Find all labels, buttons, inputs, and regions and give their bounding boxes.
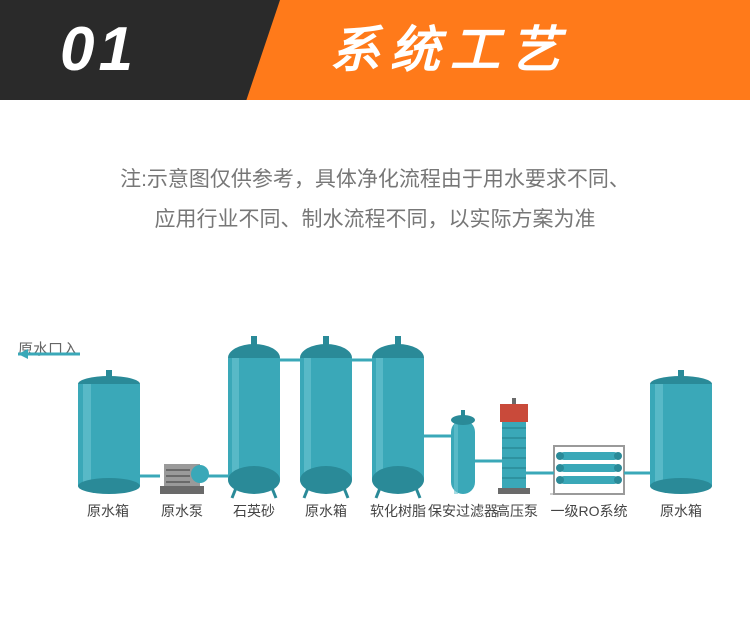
label-ro: 一级RO系统 bbox=[551, 501, 628, 521]
header-banner: 01 系统工艺 bbox=[0, 0, 750, 100]
banner-number: 01 bbox=[60, 0, 137, 100]
label-guard: 保安过滤器 bbox=[428, 501, 498, 521]
label-mid-tank: 原水箱 bbox=[305, 501, 347, 521]
banner-dark-slash bbox=[0, 0, 280, 100]
process-diagram: 原水口入 原水箱原水泵石英砂原水箱软化树脂保安过滤器高压泵一级RO系统原水箱 bbox=[0, 276, 750, 576]
diagram-svg bbox=[0, 276, 750, 536]
label-raw-pump: 原水泵 bbox=[161, 501, 203, 521]
label-raw-tank: 原水箱 bbox=[87, 501, 129, 521]
note-text: 注:示意图仅供参考，具体净化流程由于用水要求不同、 应用行业不同、制水流程不同，… bbox=[0, 100, 750, 276]
label-prod-tank: 原水箱 bbox=[660, 501, 702, 521]
note-line-2: 应用行业不同、制水流程不同，以实际方案为准 bbox=[40, 200, 710, 240]
label-resin: 软化树脂 bbox=[370, 501, 426, 521]
label-hp-pump: 高压泵 bbox=[496, 501, 538, 521]
banner-title: 系统工艺 bbox=[330, 0, 570, 100]
label-quartz: 石英砂 bbox=[233, 501, 275, 521]
note-line-1: 注:示意图仅供参考，具体净化流程由于用水要求不同、 bbox=[40, 160, 710, 200]
